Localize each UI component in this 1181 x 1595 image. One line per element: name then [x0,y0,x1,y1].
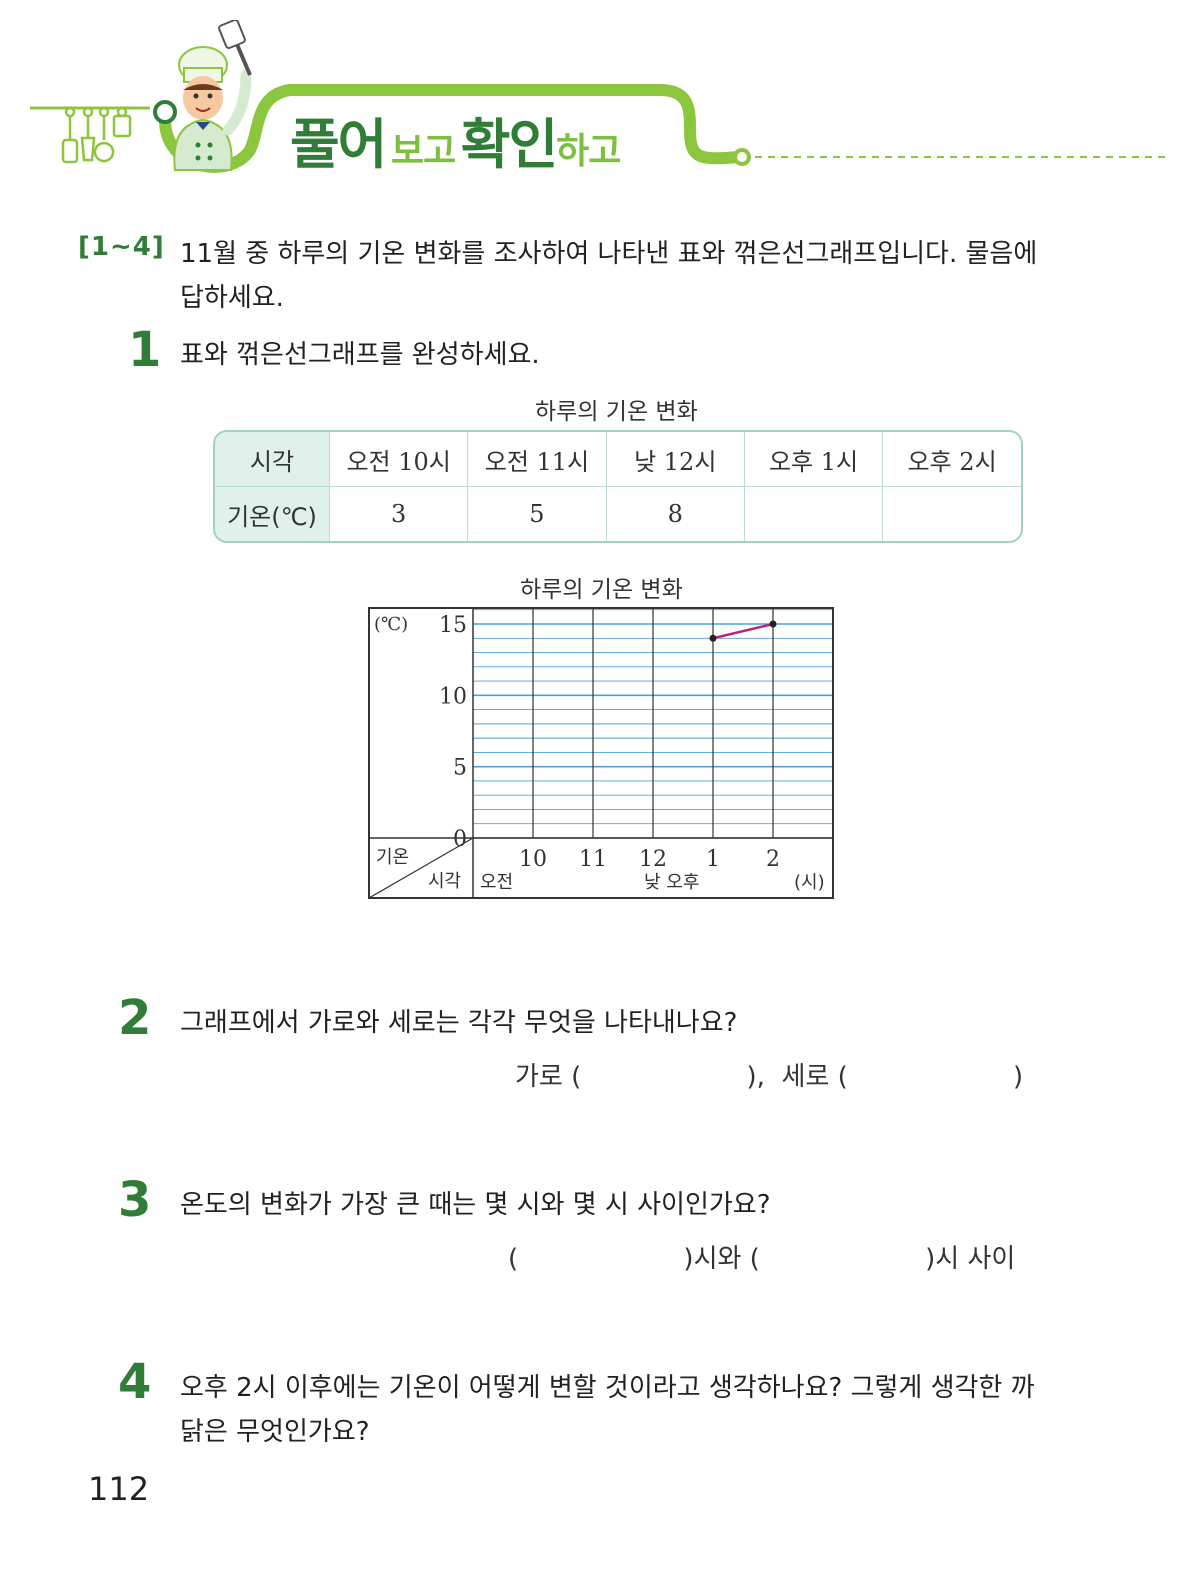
table-cell: 오전 11시 [467,432,607,487]
table-cell: 3 [328,486,469,541]
header-banner [30,20,1170,173]
temperature-table: 시각 오전 10시 오전 11시 낮 12시 오후 1시 오후 2시 기온(℃)… [213,430,1023,543]
table-cell-blank[interactable] [882,486,1021,541]
utensils-icon [61,106,132,164]
question-number-4: 4 [118,1354,152,1410]
y-tick-label: 10 [439,684,467,709]
chart-title: 하루의 기온 변화 [520,577,683,603]
y-tick-label: 0 [453,827,467,852]
table-header-cell: 시각 [215,432,330,487]
question-number-1: 1 [128,322,162,378]
table-cell: 오후 2시 [882,432,1021,487]
table-cell: 오전 10시 [328,432,469,487]
table-row-temperature: 기온(℃) 3 5 8 [215,486,1021,541]
title-word-3: 확인 [460,113,558,176]
x-tick-label: 2 [766,847,780,872]
title-word-2: 보고 [390,131,456,172]
x-group-label-am: 오전 [480,872,513,893]
question-number-2: 2 [118,990,152,1046]
x-tick-label: 10 [519,847,547,872]
data-point [709,634,717,642]
question-range: [1~4] [78,232,165,262]
table-cell: 5 [467,486,607,541]
table-cell: 8 [605,486,745,541]
series-line-segment [712,622,774,640]
section-title: 풀어 보고 확인하고 [290,100,621,179]
question-text-1: 표와 꺾은선그래프를 완성하세요. [180,340,540,370]
table-cell: 낮 12시 [605,432,745,487]
chef-illustration [173,20,252,171]
question-text-4: 오후 2시 이후에는 기온이 어떻게 변할 것이라고 생각하나요? 그렇게 생각… [180,1373,1035,1447]
table-header-cell: 기온(℃) [215,486,330,541]
page-number: 112 [88,1470,150,1508]
question-number-3: 3 [118,1172,152,1228]
answer-blank-3[interactable]: ( )시와 ( )시 사이 [508,1244,1016,1274]
title-word-1: 풀어 [290,113,387,176]
intro-text: 11월 중 하루의 기온 변화를 조사하여 나타낸 표와 꺾은선그래프입니다. … [180,239,1038,313]
corner-top-label: 기온 [376,847,409,868]
corner-diagonal [368,837,474,899]
x-tick-label: 11 [579,847,607,872]
table-cell: 오후 1시 [743,432,884,487]
y-tick-label: 5 [453,756,467,781]
y-tick-label: 15 [439,613,467,638]
x-tick-label: 1 [706,847,720,872]
x-unit-label: (시) [794,872,825,893]
title-word-4: 하고 [556,131,621,172]
chart-frame [368,607,834,899]
y-unit-label: (℃) [374,614,408,635]
table-cell-blank[interactable] [743,486,884,541]
x-tick-label: 12 [639,847,667,872]
table-row-time: 시각 오전 10시 오전 11시 낮 12시 오후 1시 오후 2시 [215,432,1021,487]
question-text-2: 그래프에서 가로와 세로는 각각 무엇을 나타내나요? [180,1008,738,1038]
table-caption: 하루의 기온 변화 [535,399,698,425]
corner-bottom-label: 시각 [428,871,461,892]
data-point [769,620,777,628]
x-group-label-pm: 낮 오후 [644,872,699,893]
question-text-3: 온도의 변화가 가장 큰 때는 몇 시와 몇 시 사이인가요? [180,1190,771,1220]
answer-blank-2[interactable]: 가로 ( ), 세로 ( ) [515,1062,1024,1092]
